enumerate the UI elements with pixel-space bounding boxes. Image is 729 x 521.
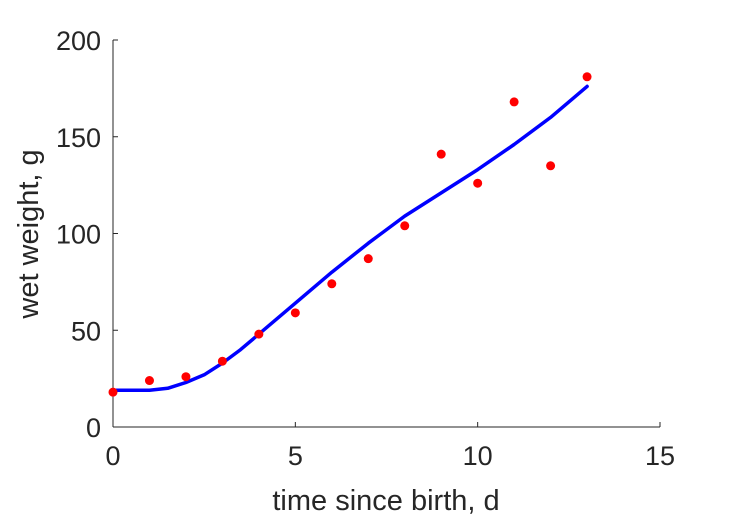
- data-point: [363, 254, 373, 264]
- x-tick-label: 10: [463, 441, 493, 471]
- data-point: [400, 221, 410, 231]
- data-point: [582, 72, 592, 82]
- x-tick-label: 0: [105, 441, 120, 471]
- x-axis-title: time since birth, d: [272, 485, 499, 517]
- data-point: [473, 178, 483, 188]
- data-point: [181, 372, 191, 382]
- fit-line: [111, 84, 589, 392]
- data-point: [436, 149, 446, 159]
- data-point: [546, 161, 556, 171]
- data-point: [217, 356, 227, 366]
- data-point: [509, 97, 519, 107]
- y-tick-label: 100: [56, 220, 101, 250]
- x-tick-label: 5: [288, 441, 303, 471]
- x-tick-label: 15: [645, 441, 675, 471]
- y-ticks: 0 50 100 150 200: [56, 26, 118, 443]
- y-tick-label: 200: [56, 26, 101, 56]
- series-layer: [108, 72, 592, 397]
- x-ticks: 0 5 10 15: [105, 422, 675, 471]
- data-point: [290, 308, 300, 318]
- data-point: [108, 387, 118, 397]
- data-point: [254, 329, 264, 339]
- y-tick-label: 0: [86, 413, 101, 443]
- axes: [112, 40, 660, 428]
- y-axis-title: wet weight, g: [13, 149, 45, 319]
- data-point: [327, 279, 337, 289]
- y-tick-label: 150: [56, 123, 101, 153]
- y-tick-label: 50: [71, 316, 101, 346]
- data-point: [144, 376, 154, 386]
